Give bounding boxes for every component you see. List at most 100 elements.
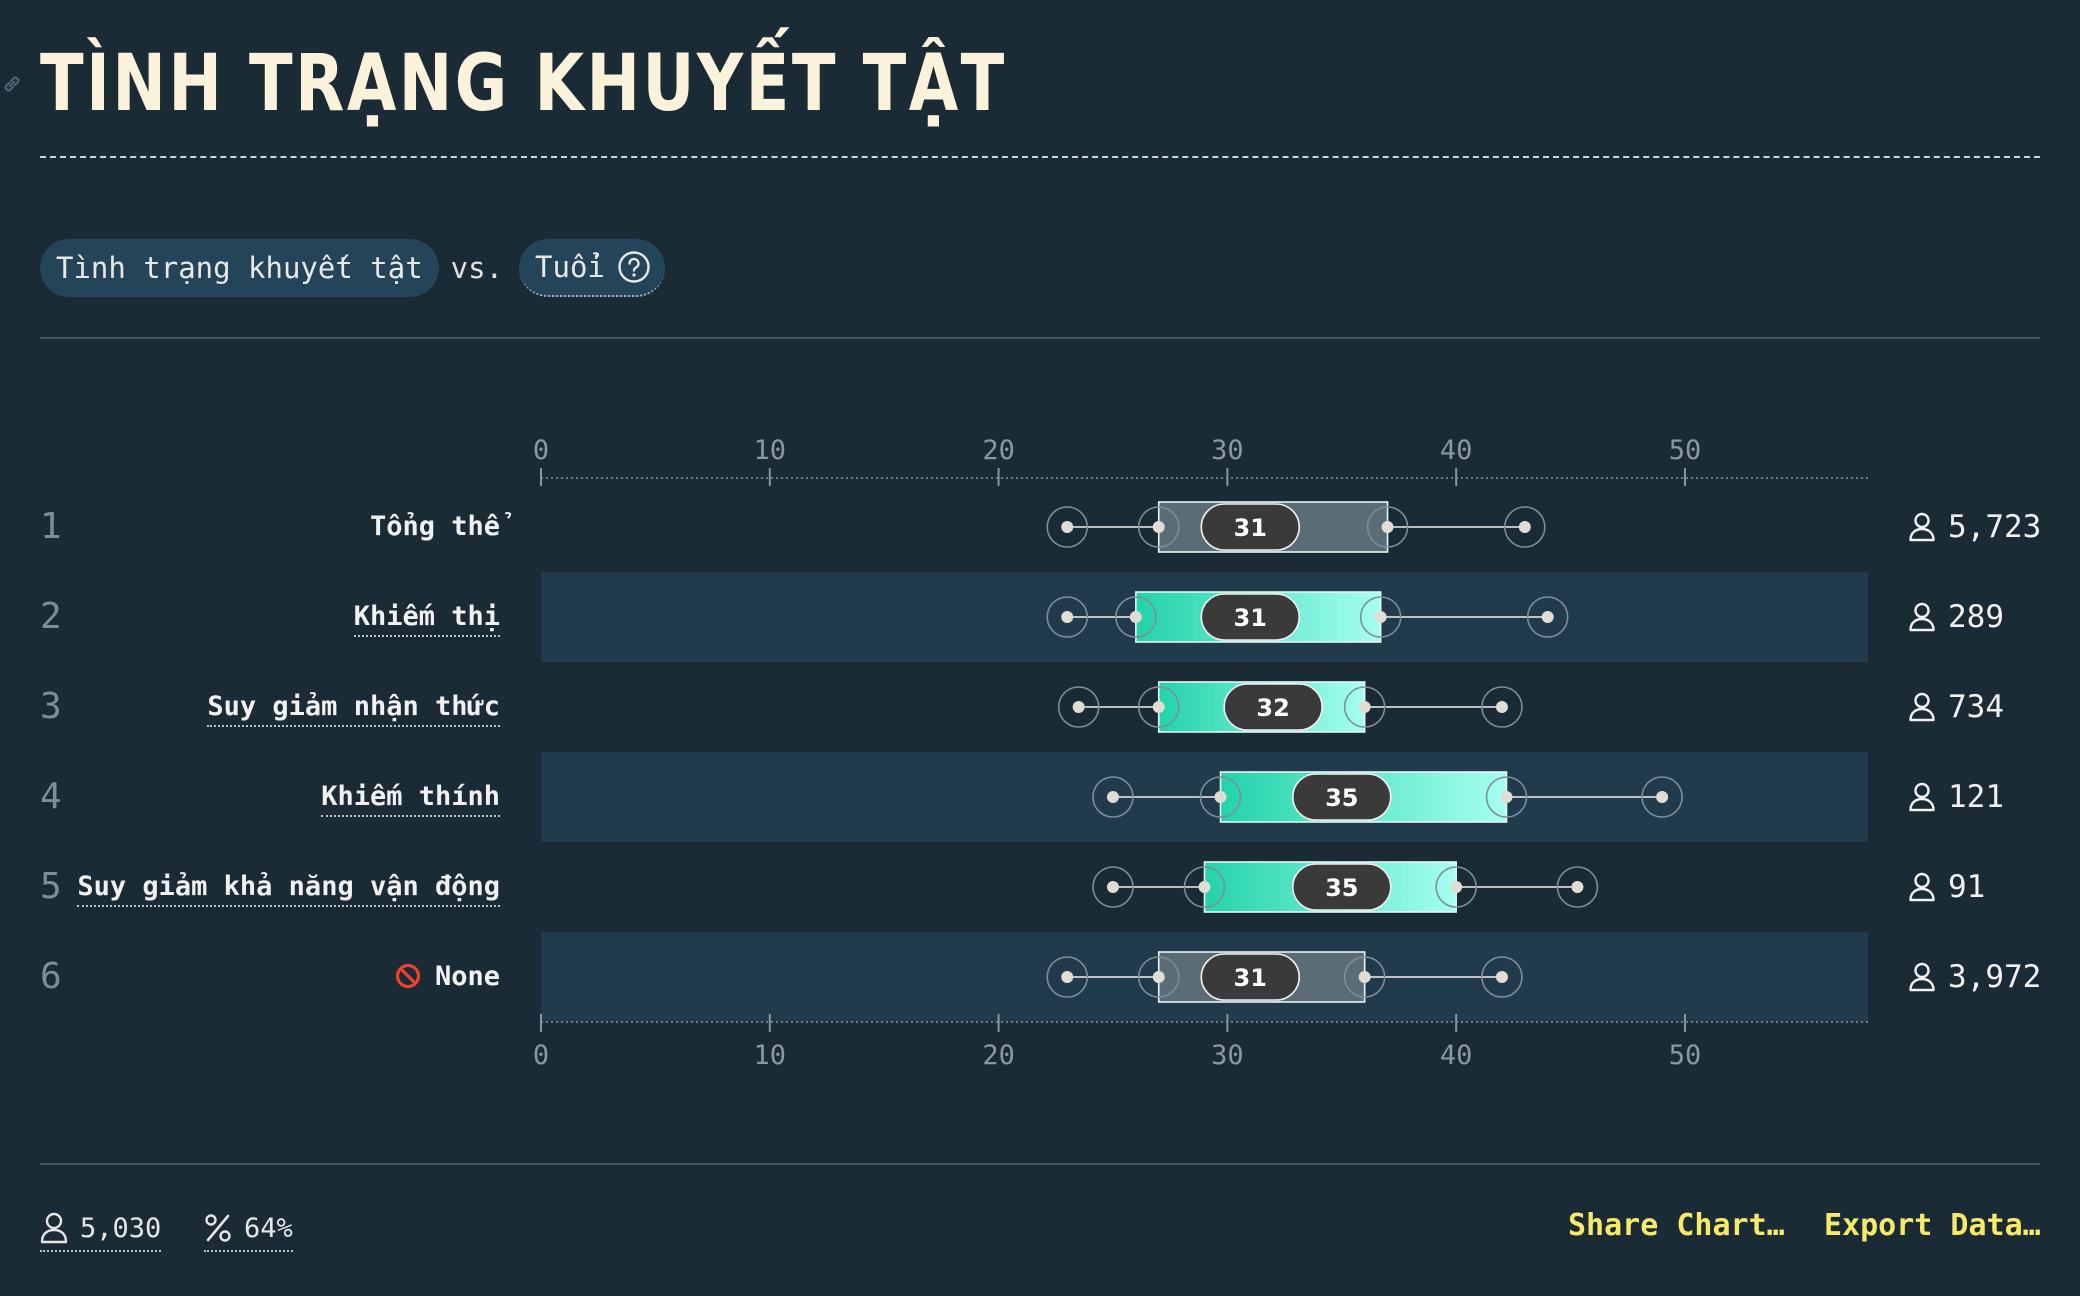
- help-icon[interactable]: [617, 250, 651, 284]
- q1-marker: [1152, 701, 1165, 713]
- row-rank: 2: [40, 596, 62, 637]
- row-label[interactable]: Suy giảm khả năng vận động: [77, 842, 500, 932]
- row-label[interactable]: Khiếm thị: [353, 572, 500, 662]
- whisker-low-marker: [1061, 611, 1074, 623]
- row-count: 5,723: [1908, 482, 2041, 572]
- y-variable-pill[interactable]: Tuổi: [519, 239, 665, 297]
- footer-percent-stat[interactable]: 64%: [204, 1206, 293, 1252]
- q1-marker-ring: [1137, 956, 1180, 998]
- person-icon: [1909, 872, 1935, 902]
- row-label[interactable]: None: [395, 932, 500, 1022]
- top-axis-tick-label: 20: [982, 435, 1015, 466]
- top-axis-tick-label: 50: [1669, 435, 1702, 466]
- page-title: TÌNH TRẠNG KHUYẾT TẬT: [40, 39, 1007, 129]
- bottom-axis-tick-label: 0: [533, 1040, 549, 1071]
- row-rank: 5: [40, 866, 62, 907]
- bottom-axis-tick-label: 10: [754, 1040, 787, 1071]
- bottom-axis-tick-label: 20: [982, 1040, 1015, 1071]
- whisker-low-marker: [1061, 971, 1074, 983]
- prohibited-icon: [395, 963, 421, 989]
- row-label-text: Tổng thể: [369, 511, 500, 542]
- whisker-low-marker: [1072, 701, 1085, 713]
- whisker-low-marker-ring: [1057, 686, 1100, 728]
- q3-marker-ring: [1366, 506, 1409, 548]
- x-variable-pill[interactable]: Tình trạng khuyết tật: [40, 239, 439, 297]
- row-rank: 1: [40, 506, 62, 547]
- whisker-high-marker: [1656, 791, 1669, 803]
- q1-marker: [1198, 881, 1211, 893]
- q3-marker-ring: [1343, 686, 1386, 728]
- median-pill: [1291, 773, 1392, 821]
- footer-people-stat[interactable]: 5,030: [40, 1206, 162, 1252]
- q1-marker-ring: [1115, 596, 1157, 638]
- row-count-value: 3,972: [1948, 959, 2042, 995]
- median-label: 35: [1325, 784, 1358, 812]
- whisker-low-marker-ring: [1092, 866, 1134, 908]
- whisker-high-marker-ring: [1526, 596, 1569, 638]
- row-label-text: Khiếm thị: [353, 601, 500, 637]
- q3-marker: [1450, 881, 1463, 893]
- whisker-low-marker-ring: [1046, 956, 1089, 998]
- person-icon: [1909, 962, 1935, 992]
- whisker-high-marker: [1495, 701, 1508, 713]
- median-pill: [1291, 863, 1392, 911]
- row-count-value: 91: [1948, 869, 1986, 905]
- bottom-axis-tick-label: 30: [1211, 1040, 1244, 1071]
- person-icon: [40, 1212, 68, 1244]
- q1-marker-ring: [1199, 776, 1242, 818]
- median-label: 31: [1234, 514, 1267, 542]
- link-icon[interactable]: [0, 72, 24, 96]
- person-icon: [1909, 782, 1935, 812]
- median-label: 32: [1256, 694, 1289, 722]
- q3-marker-ring: [1435, 866, 1477, 908]
- median-label: 31: [1234, 964, 1267, 992]
- whisker-high-marker-ring: [1481, 686, 1523, 728]
- q3-marker-ring: [1359, 596, 1402, 638]
- q1-marker: [1152, 971, 1165, 983]
- top-axis-tick-label: 40: [1440, 435, 1473, 466]
- header-divider: [40, 337, 2040, 339]
- top-axis-tick-label: 0: [533, 435, 549, 466]
- q1-marker-ring: [1137, 506, 1180, 548]
- variable-selector: Tình trạng khuyết tật vs. Tuổi: [40, 238, 665, 298]
- q3-marker-ring: [1485, 776, 1528, 818]
- median-pill: [1200, 593, 1301, 641]
- q3-marker: [1500, 791, 1513, 803]
- median-label: 31: [1234, 604, 1267, 632]
- whisker-high-marker-ring: [1556, 866, 1599, 908]
- median-pill: [1200, 953, 1301, 1001]
- row-rank: 6: [40, 956, 62, 997]
- whisker-high-marker-ring: [1481, 956, 1523, 998]
- q1-marker: [1152, 521, 1165, 533]
- row-count-value: 121: [1948, 779, 2004, 815]
- q3-marker: [1381, 521, 1394, 533]
- row-rank: 3: [40, 686, 62, 727]
- row-count: 289: [1908, 572, 2004, 662]
- q1-marker: [1129, 611, 1142, 623]
- row-label-text: Suy giảm khả năng vận động: [77, 871, 500, 907]
- share-chart-link[interactable]: Share Chart…: [1568, 1208, 1785, 1243]
- whisker-high-marker-ring: [1641, 776, 1683, 818]
- whisker-high-marker-ring: [1504, 506, 1546, 548]
- row-label-text: None: [434, 961, 500, 992]
- whisker-high-marker: [1495, 971, 1508, 983]
- median-pill: [1223, 683, 1323, 731]
- box-plot-chart: 0 0 10 10 20 20 30 30 40 40 50 50 31 31 32 35 35 31: [533, 435, 1868, 1071]
- q3-marker-ring: [1343, 956, 1386, 998]
- export-data-link[interactable]: Export Data…: [1824, 1208, 2041, 1243]
- whisker-low-marker: [1106, 791, 1119, 803]
- row-count: 121: [1908, 752, 2004, 842]
- chart-row: 1 Tổng thể 5,723: [0, 482, 2080, 572]
- row-label[interactable]: Tổng thể: [370, 482, 500, 572]
- median-label: 35: [1325, 874, 1358, 902]
- q3-marker: [1358, 701, 1371, 713]
- chart-row: 5 Suy giảm khả năng vận động 91: [0, 842, 2080, 932]
- row-label[interactable]: Suy giảm nhận thức: [207, 662, 500, 752]
- median-pill: [1200, 503, 1301, 551]
- footer-divider: [40, 1163, 2040, 1165]
- whisker-high-marker: [1518, 521, 1531, 533]
- row-label[interactable]: Khiếm thính: [321, 752, 500, 842]
- top-axis-tick-label: 10: [754, 435, 787, 466]
- versus-label: vs.: [450, 251, 504, 285]
- footer-people-value: 5,030: [80, 1212, 162, 1244]
